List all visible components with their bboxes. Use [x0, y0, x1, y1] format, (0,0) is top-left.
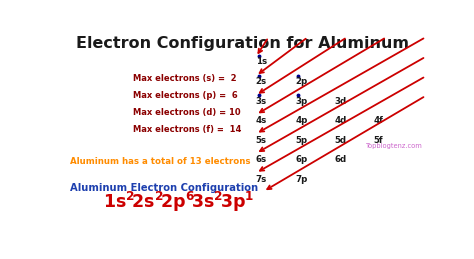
Text: 4s: 4s	[256, 116, 267, 125]
Text: Aluminum has a total of 13 electrons: Aluminum has a total of 13 electrons	[70, 157, 251, 166]
Text: 5p: 5p	[295, 136, 307, 145]
Text: Electron Configuration for Aluminum: Electron Configuration for Aluminum	[76, 36, 410, 51]
Text: 2p: 2p	[295, 77, 307, 86]
Text: 4p: 4p	[295, 116, 308, 125]
Text: Topblogtenz.com: Topblogtenz.com	[366, 143, 423, 149]
Text: 4d: 4d	[334, 116, 346, 125]
Text: Max electrons (d) = 10: Max electrons (d) = 10	[133, 108, 240, 117]
Text: 5s: 5s	[256, 136, 267, 145]
Text: 4f: 4f	[374, 116, 383, 125]
Text: 3d: 3d	[334, 97, 346, 106]
Text: Aluminum Electron Configuration: Aluminum Electron Configuration	[70, 183, 258, 193]
Text: 7s: 7s	[256, 175, 267, 184]
Text: Max electrons (s) =  2: Max electrons (s) = 2	[133, 74, 237, 83]
Text: $\mathbf{1s^2\!2s^2\!2p^6\!3s^2\!3p^1}$: $\mathbf{1s^2\!2s^2\!2p^6\!3s^2\!3p^1}$	[103, 189, 255, 214]
Text: 7p: 7p	[295, 175, 308, 184]
Text: Max electrons (p) =  6: Max electrons (p) = 6	[133, 91, 237, 100]
Text: 6d: 6d	[334, 155, 346, 164]
Text: 5f: 5f	[374, 136, 383, 145]
Text: 5d: 5d	[334, 136, 346, 145]
Text: Max electrons (f) =  14: Max electrons (f) = 14	[133, 125, 241, 134]
Text: 1s: 1s	[256, 57, 267, 67]
Text: 2s: 2s	[256, 77, 267, 86]
Text: 6p: 6p	[295, 155, 307, 164]
Text: 3s: 3s	[256, 97, 267, 106]
Text: 6s: 6s	[256, 155, 267, 164]
Text: 3p: 3p	[295, 97, 307, 106]
